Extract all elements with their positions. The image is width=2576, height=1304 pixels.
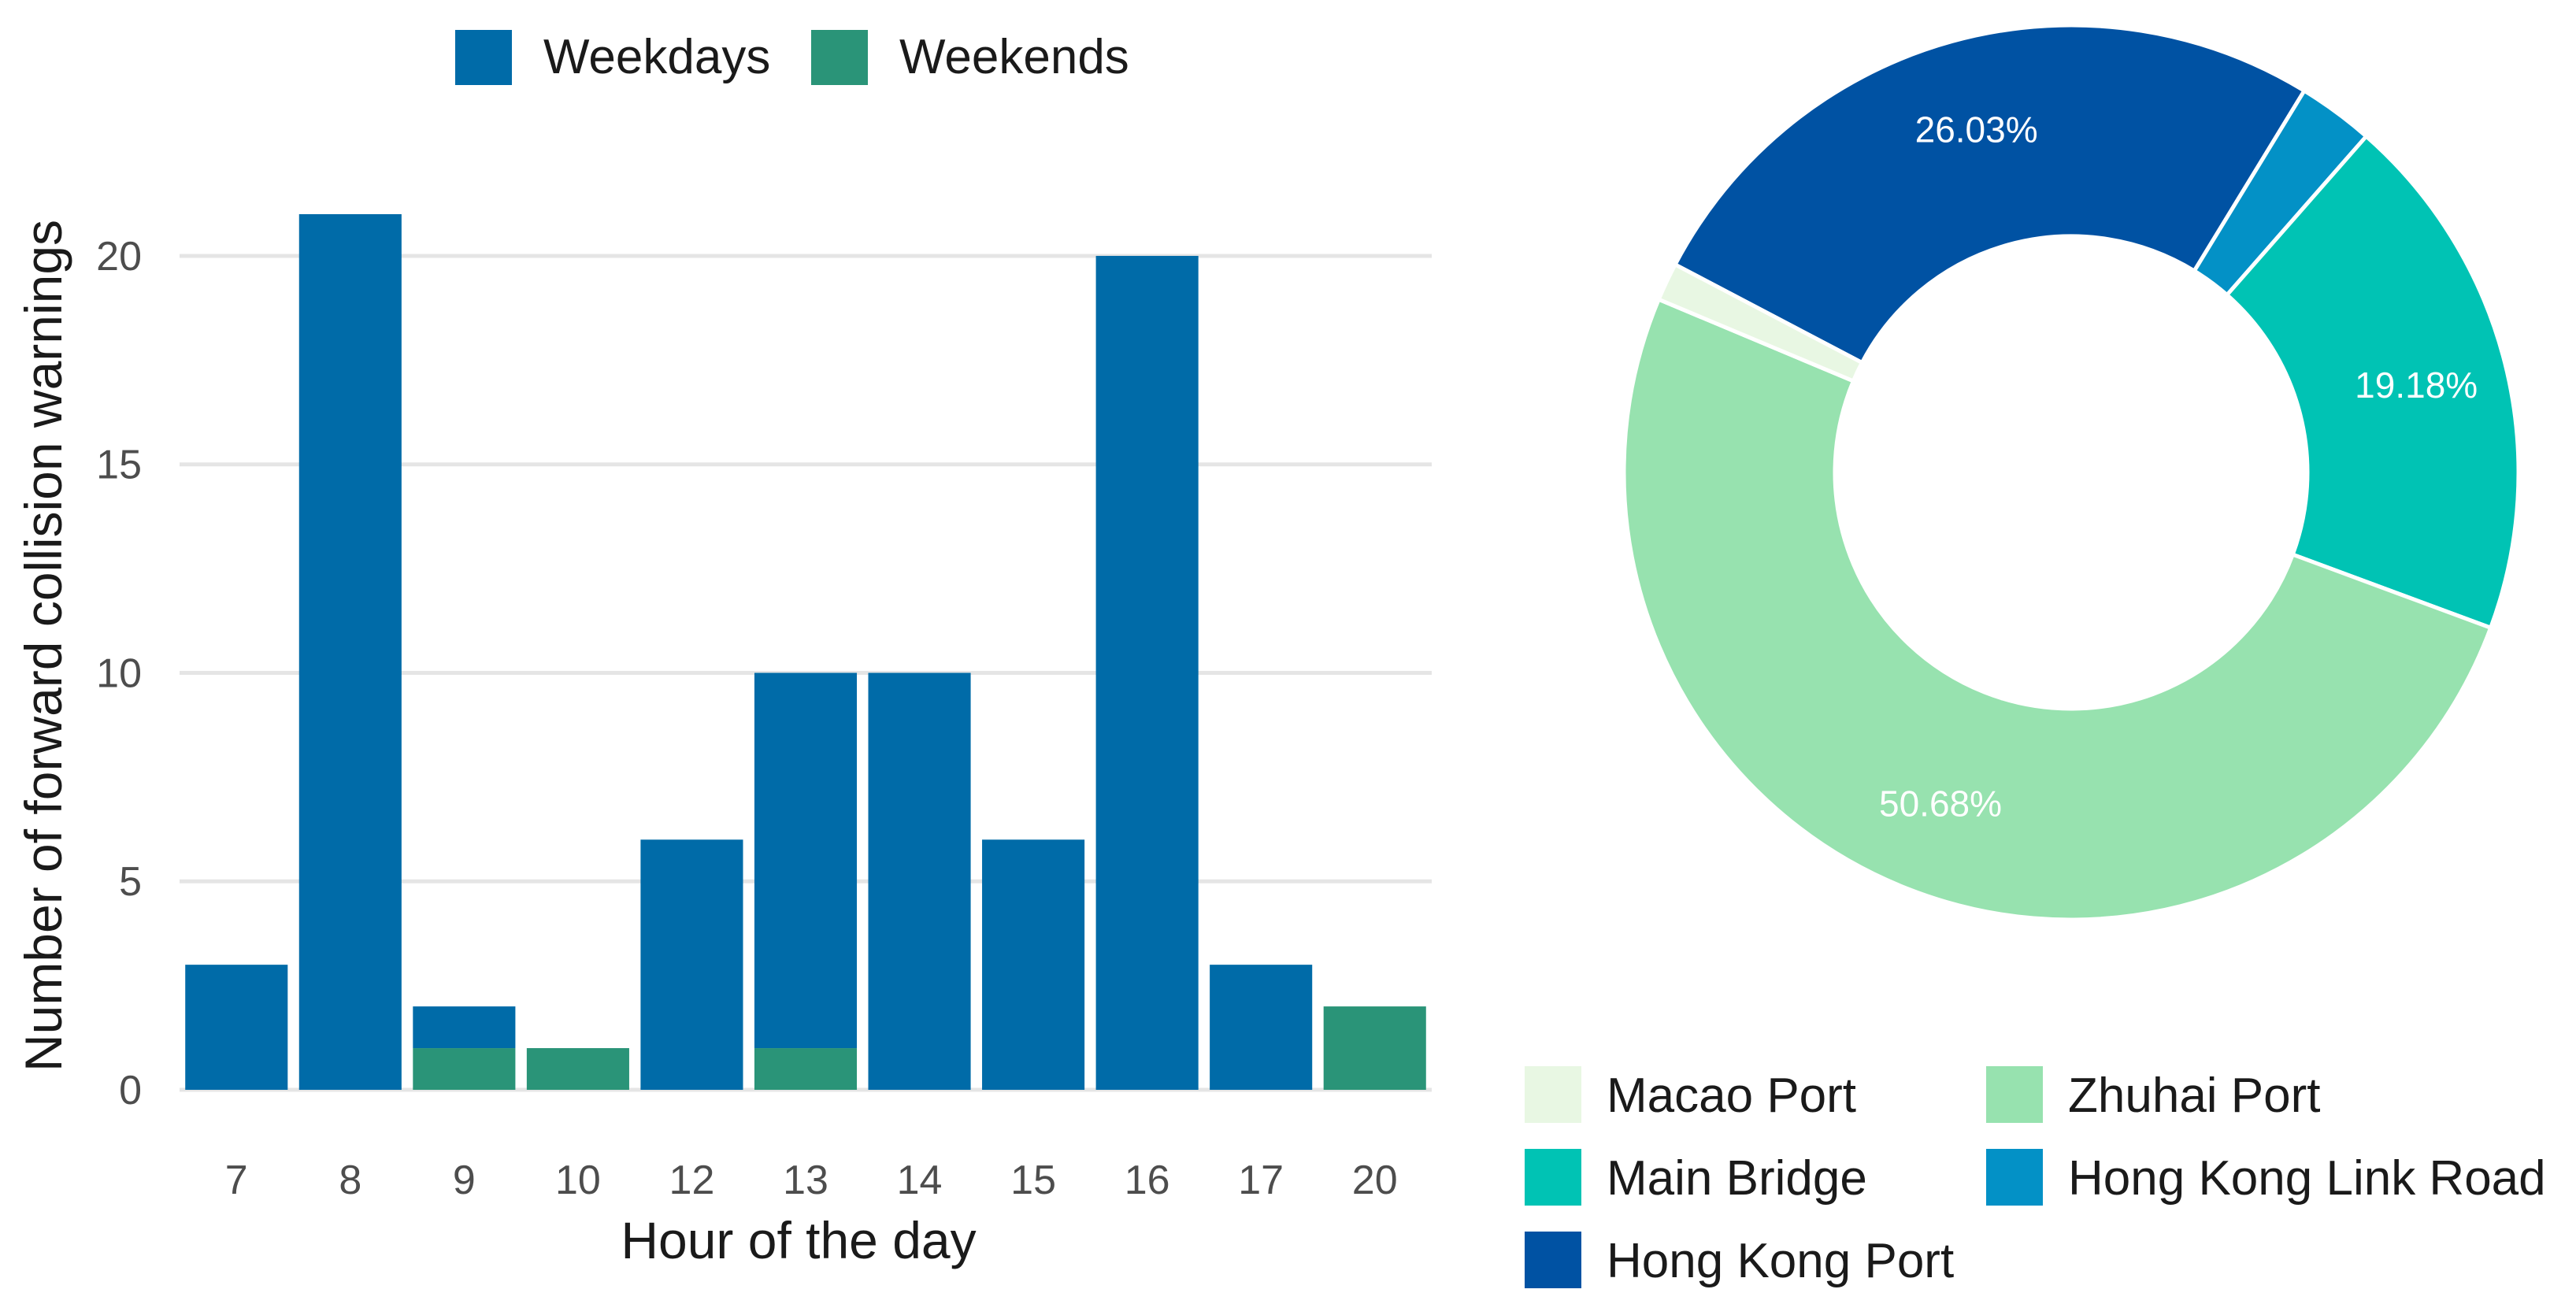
bar-chart: Weekdays Weekends 0 5 10 15 20 7 8 9 10 12 13 14 15 1… bbox=[14, 30, 1432, 1269]
bar-weekdays-12 bbox=[640, 839, 743, 1090]
bar-weekends-13 bbox=[754, 1048, 858, 1090]
x-tick-label: 16 bbox=[1125, 1158, 1170, 1203]
x-tick-label: 8 bbox=[339, 1158, 361, 1203]
slice-label-main-bridge: 19.18% bbox=[2355, 365, 2478, 406]
slice-hong-kong-port bbox=[1672, 23, 2307, 365]
bar-bars bbox=[185, 214, 1426, 1090]
bar-weekdays-17 bbox=[1210, 965, 1313, 1090]
legend-key-zhuhai-port bbox=[1986, 1066, 2043, 1123]
x-tick-label: 20 bbox=[1352, 1158, 1398, 1203]
bar-weekends-20 bbox=[1323, 1006, 1426, 1090]
slice-label-zhuhai-port: 50.68% bbox=[1879, 783, 2002, 824]
x-tick-label: 7 bbox=[225, 1158, 248, 1203]
donut-slice-labels: 26.03% 19.18% 50.68% bbox=[1879, 109, 2478, 824]
slice-zhuhai-port bbox=[1622, 296, 2493, 922]
legend-label-weekdays: Weekdays bbox=[543, 30, 770, 84]
legend-key-weekends bbox=[811, 30, 868, 85]
bar-weekdays-14 bbox=[868, 672, 971, 1090]
legend-key-macao-port bbox=[1525, 1066, 1581, 1123]
bar-legend: Weekdays Weekends bbox=[455, 30, 1129, 85]
legend-key-main-bridge bbox=[1525, 1149, 1581, 1206]
bar-weekdays-9 bbox=[413, 1006, 516, 1049]
x-tick-label: 12 bbox=[669, 1158, 715, 1203]
slice-label-hong-kong-port: 26.03% bbox=[1915, 109, 2038, 150]
x-tick-label: 10 bbox=[555, 1158, 601, 1203]
y-tick-label: 0 bbox=[119, 1068, 142, 1113]
x-tick-label: 9 bbox=[453, 1158, 476, 1203]
y-tick-label: 10 bbox=[96, 650, 142, 696]
legend-key-weekdays bbox=[455, 30, 512, 85]
bar-weekdays-7 bbox=[185, 965, 288, 1090]
bar-weekdays-13 bbox=[754, 672, 858, 1049]
x-tick-label: 13 bbox=[783, 1158, 828, 1203]
y-tick-labels: 0 5 10 15 20 bbox=[96, 234, 142, 1113]
bar-weekdays-15 bbox=[982, 839, 1085, 1090]
slice-main-bridge bbox=[2224, 133, 2521, 631]
legend-label-zhuhai-port: Zhuhai Port bbox=[2068, 1069, 2321, 1123]
x-axis-title: Hour of the day bbox=[621, 1211, 976, 1269]
legend-label-hong-kong-link-road: Hong Kong Link Road bbox=[2068, 1151, 2546, 1206]
y-tick-label: 20 bbox=[96, 234, 142, 280]
legend-key-hong-kong-link-road bbox=[1986, 1149, 2043, 1206]
x-tick-labels: 7 8 9 10 12 13 14 15 16 17 20 bbox=[225, 1158, 1398, 1203]
donut-legend: Macao Port Zhuhai Port Main Bridge Hong Kon… bbox=[1525, 1066, 2546, 1288]
y-tick-label: 5 bbox=[119, 859, 142, 905]
bar-weekends-9 bbox=[413, 1048, 516, 1090]
y-axis-title: Number of forward collision warnings bbox=[14, 220, 72, 1072]
bar-weekdays-16 bbox=[1095, 255, 1199, 1090]
x-tick-label: 14 bbox=[897, 1158, 943, 1203]
legend-label-macao-port: Macao Port bbox=[1607, 1069, 1856, 1123]
legend-key-hong-kong-port bbox=[1525, 1232, 1581, 1288]
donut-slices bbox=[1622, 23, 2521, 922]
legend-label-main-bridge: Main Bridge bbox=[1607, 1151, 1867, 1206]
legend-label-weekends: Weekends bbox=[899, 30, 1129, 84]
donut-chart: 26.03% 19.18% 50.68% Macao Port Zhuhai Port… bbox=[1525, 23, 2546, 1288]
legend-label-hong-kong-port: Hong Kong Port bbox=[1607, 1234, 1954, 1288]
x-tick-label: 17 bbox=[1238, 1158, 1284, 1203]
y-tick-label: 15 bbox=[96, 443, 142, 488]
bar-weekdays-8 bbox=[298, 214, 402, 1090]
bar-weekends-10 bbox=[526, 1048, 629, 1090]
slice-macao-port bbox=[1655, 261, 1865, 384]
x-tick-label: 15 bbox=[1010, 1158, 1056, 1203]
